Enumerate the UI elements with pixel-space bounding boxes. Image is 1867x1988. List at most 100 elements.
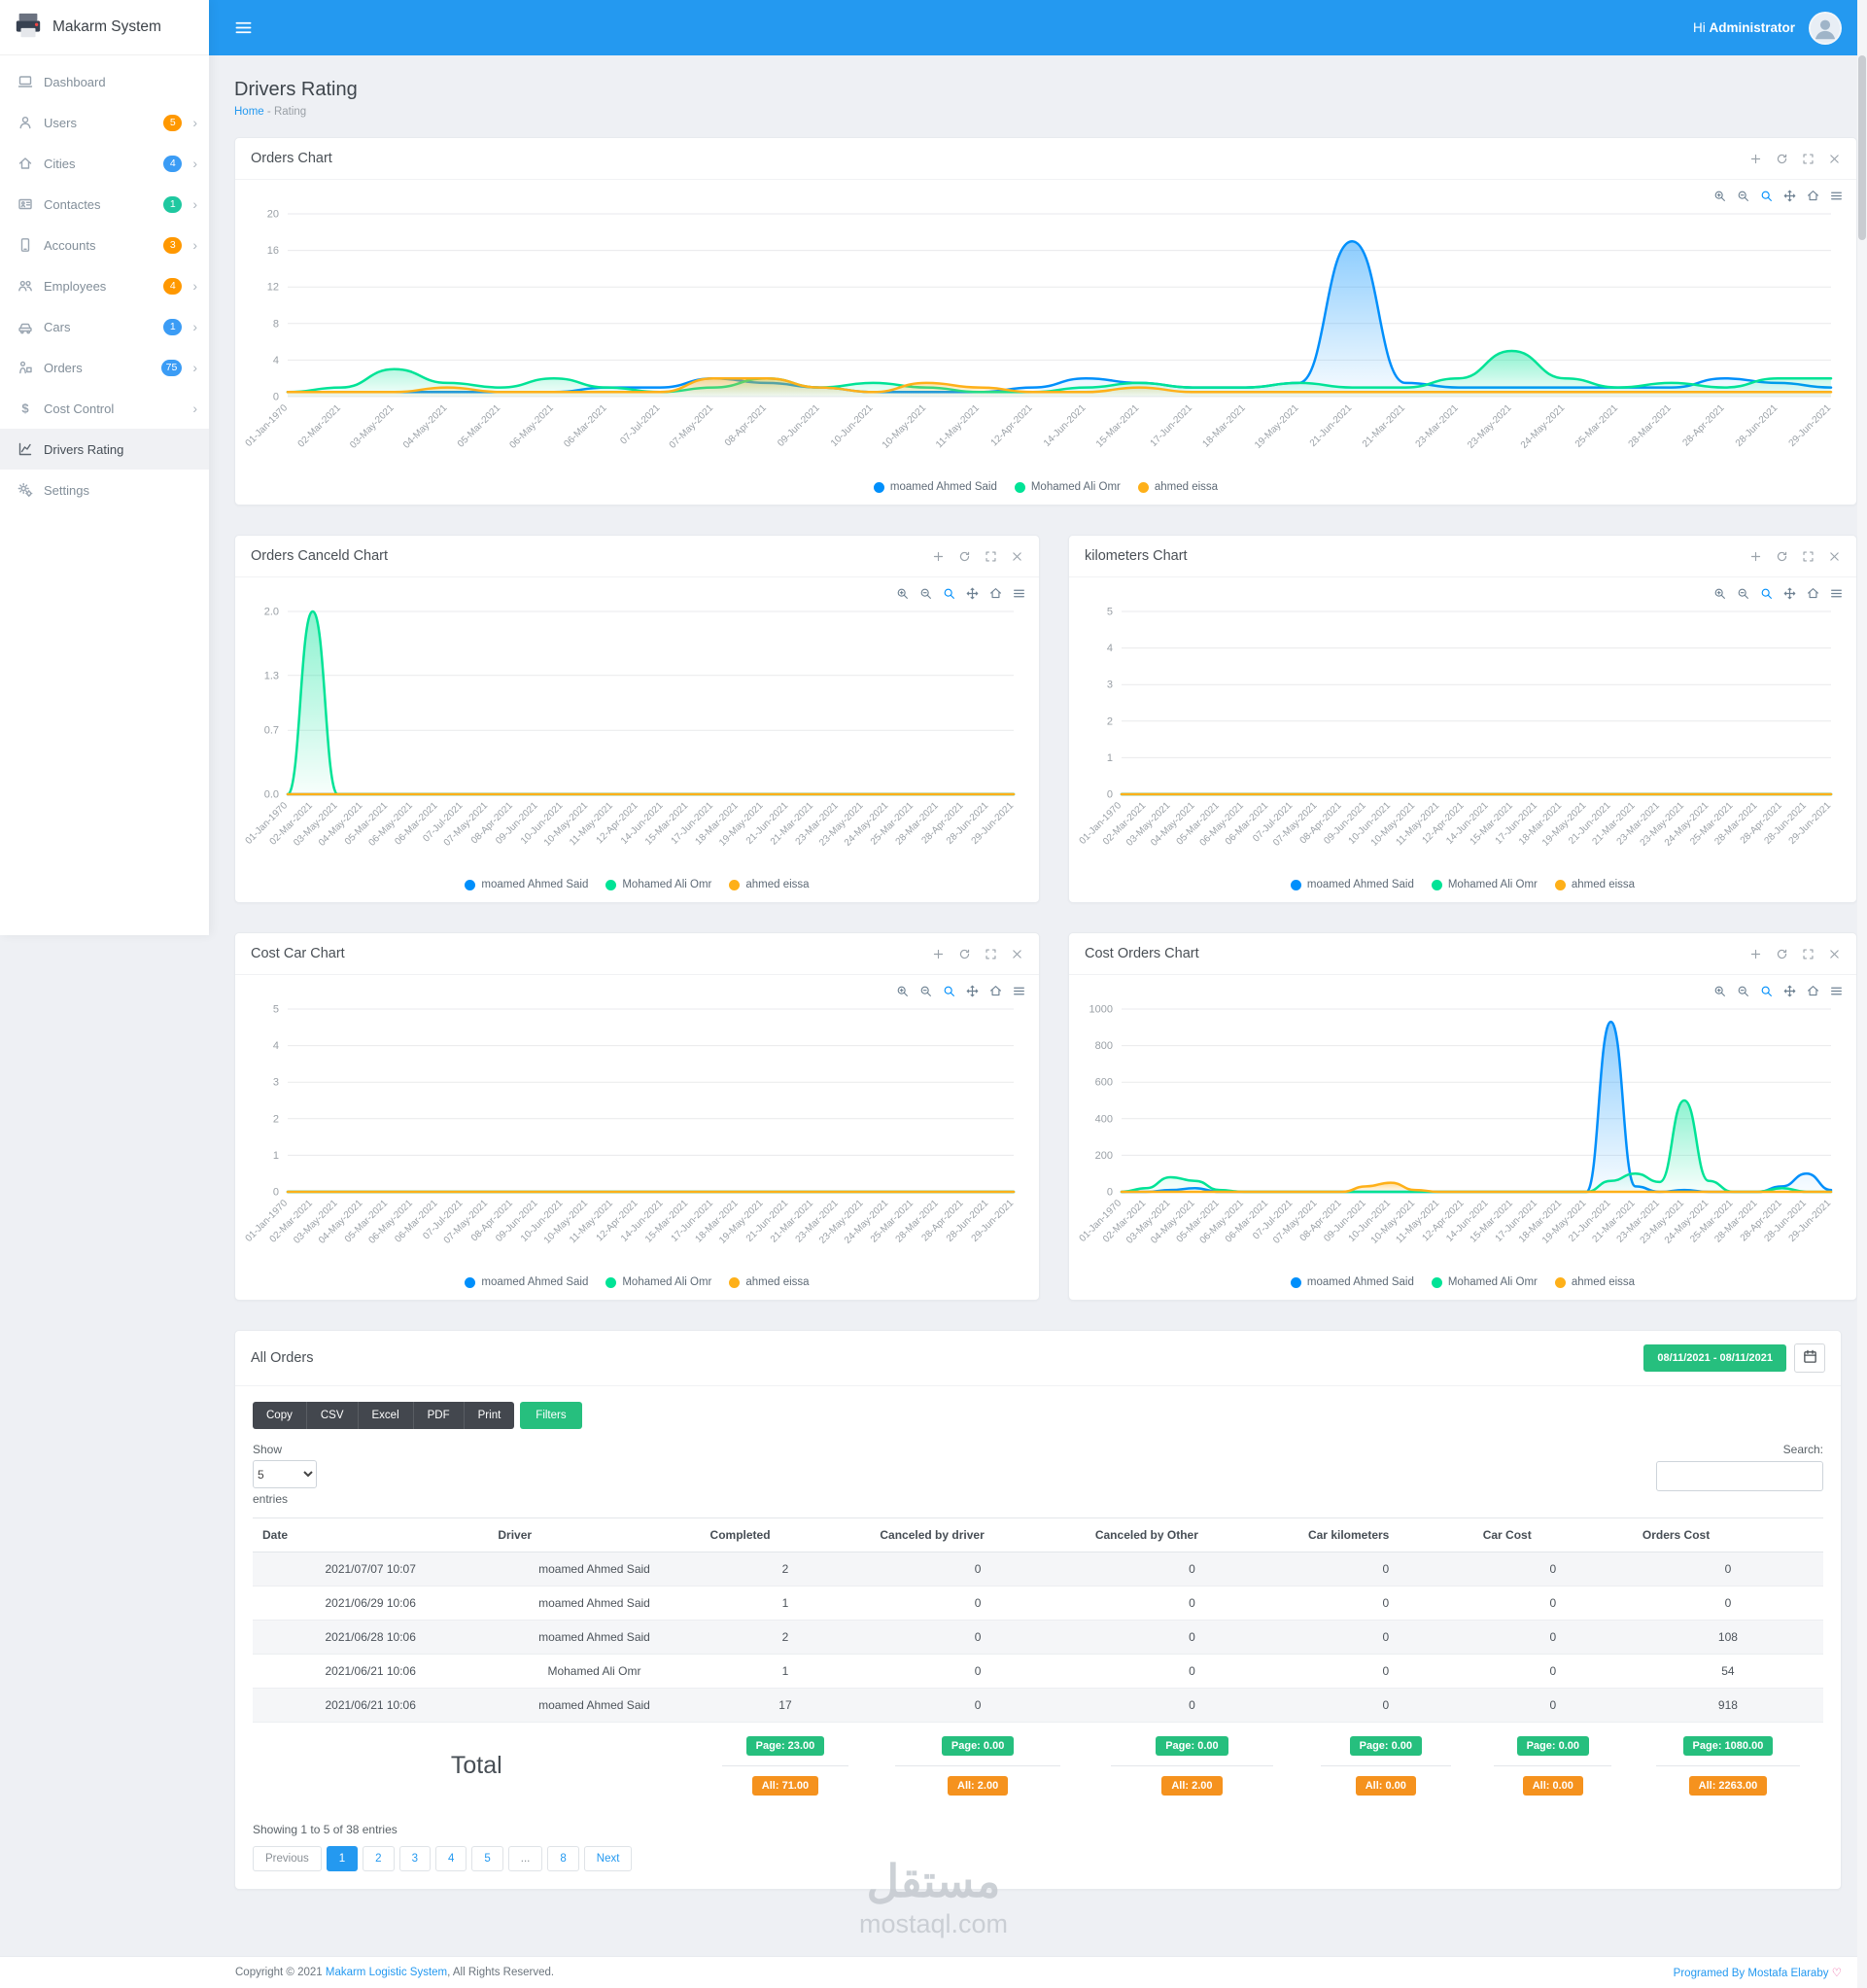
page-button-5[interactable]: 5 [471,1846,503,1871]
scrollbar-track[interactable] [1857,0,1867,1988]
fullscreen-icon[interactable] [1802,948,1815,960]
fullscreen-icon[interactable] [985,550,997,563]
search-input[interactable] [1656,1461,1823,1491]
column-header-canceled-by-other[interactable]: Canceled by Other [1085,1517,1298,1552]
zoom-in-icon[interactable] [1713,985,1726,997]
column-header-canceled-by-driver[interactable]: Canceled by driver [870,1517,1086,1552]
fullscreen-icon[interactable] [1802,153,1815,165]
zoom-out-icon[interactable] [1737,985,1749,997]
sidebar-item-cost-control[interactable]: $ Cost Control › [0,388,209,429]
refresh-icon[interactable] [1776,550,1788,563]
selection-zoom-icon[interactable] [1760,587,1773,600]
sidebar-item-orders[interactable]: Orders 75 › [0,347,209,388]
close-icon[interactable] [1828,948,1841,960]
plus-icon[interactable] [1749,153,1762,165]
legend-item[interactable]: ahmed eissa [729,1276,810,1288]
hamburger-menu-icon[interactable] [234,18,253,37]
home-icon[interactable] [989,985,1002,997]
pdf-button[interactable]: PDF [413,1402,465,1429]
plus-icon[interactable] [1749,948,1762,960]
legend-item[interactable]: moamed Ahmed Said [465,879,588,890]
close-icon[interactable] [1828,550,1841,563]
legend-item[interactable]: Mohamed Ali Omr [605,1276,711,1288]
legend-item[interactable]: Mohamed Ali Omr [1431,879,1538,890]
home-icon[interactable] [1807,190,1819,202]
legend-item[interactable]: moamed Ahmed Said [465,1276,588,1288]
legend-item[interactable]: ahmed eissa [1554,1276,1635,1288]
zoom-in-icon[interactable] [1713,190,1726,202]
legend-item[interactable]: ahmed eissa [1137,481,1218,493]
zoom-in-icon[interactable] [1713,587,1726,600]
sidebar-item-cars[interactable]: Cars 1 › [0,306,209,347]
page-button-8[interactable]: 8 [547,1846,579,1871]
refresh-icon[interactable] [958,948,971,960]
legend-item[interactable]: Mohamed Ali Omr [1431,1276,1538,1288]
home-icon[interactable] [1807,985,1819,997]
page-button-4[interactable]: 4 [434,1846,467,1871]
sidebar-item-users[interactable]: Users 5 › [0,102,209,143]
plus-icon[interactable] [1749,550,1762,563]
column-header-date[interactable]: Date [253,1517,489,1552]
excel-button[interactable]: Excel [358,1402,414,1429]
column-header-car-kilometers[interactable]: Car kilometers [1297,1517,1473,1552]
selection-zoom-icon[interactable] [943,985,955,997]
fullscreen-icon[interactable] [985,948,997,960]
sidebar-item-cities[interactable]: Cities 4 › [0,143,209,184]
user-avatar[interactable] [1809,11,1842,45]
breadcrumb-home-link[interactable]: Home [234,106,264,118]
scrollbar-thumb[interactable] [1858,55,1866,240]
menu-icon[interactable] [1830,587,1843,600]
page-button-previous[interactable]: Previous [253,1846,322,1871]
date-range-button[interactable]: 08/11/2021 - 08/11/2021 [1643,1344,1786,1372]
copyright-link[interactable]: Makarm Logistic System [325,1967,448,1978]
close-icon[interactable] [1828,153,1841,165]
sidebar-item-accounts[interactable]: Accounts 3 › [0,225,209,265]
pan-icon[interactable] [1783,587,1796,600]
page-button-2[interactable]: 2 [363,1846,395,1871]
close-icon[interactable] [1011,948,1023,960]
zoom-out-icon[interactable] [919,587,932,600]
sidebar-item-dashboard[interactable]: Dashboard [0,61,209,102]
legend-item[interactable]: Mohamed Ali Omr [605,879,711,890]
refresh-icon[interactable] [958,550,971,563]
menu-icon[interactable] [1013,587,1025,600]
menu-icon[interactable] [1013,985,1025,997]
brand[interactable]: Makarm System [0,0,209,55]
zoom-in-icon[interactable] [896,587,909,600]
column-header-driver[interactable]: Driver [488,1517,701,1552]
refresh-icon[interactable] [1776,153,1788,165]
plus-icon[interactable] [932,948,945,960]
menu-icon[interactable] [1830,985,1843,997]
pan-icon[interactable] [966,985,979,997]
sidebar-item-contactes[interactable]: Contactes 1 › [0,184,209,225]
close-icon[interactable] [1011,550,1023,563]
legend-item[interactable]: moamed Ahmed Said [873,481,997,493]
page-button-next[interactable]: Next [583,1846,633,1871]
copy-button[interactable]: Copy [253,1402,307,1429]
zoom-in-icon[interactable] [896,985,909,997]
column-header-orders-cost[interactable]: Orders Cost [1632,1517,1823,1552]
column-header-car-cost[interactable]: Car Cost [1472,1517,1633,1552]
page-button-1[interactable]: 1 [326,1846,359,1871]
zoom-out-icon[interactable] [919,985,932,997]
pan-icon[interactable] [966,587,979,600]
column-header-completed[interactable]: Completed [700,1517,871,1552]
legend-item[interactable]: Mohamed Ali Omr [1014,481,1121,493]
refresh-icon[interactable] [1776,948,1788,960]
legend-item[interactable]: moamed Ahmed Said [1290,1276,1414,1288]
legend-item[interactable]: ahmed eissa [729,879,810,890]
home-icon[interactable] [1807,587,1819,600]
print-button[interactable]: Print [464,1402,515,1429]
pan-icon[interactable] [1783,985,1796,997]
credit-link[interactable]: Programed By Mostafa Elaraby [1673,1968,1829,1979]
menu-icon[interactable] [1830,190,1843,202]
page-button-3[interactable]: 3 [398,1846,431,1871]
filters-button[interactable]: Filters [520,1402,582,1429]
sidebar-item-settings[interactable]: Settings [0,470,209,510]
show-entries-select[interactable]: 5 [253,1460,317,1488]
calendar-button[interactable] [1794,1343,1825,1373]
sidebar-item-employees[interactable]: Employees 4 › [0,265,209,306]
zoom-out-icon[interactable] [1737,587,1749,600]
pan-icon[interactable] [1783,190,1796,202]
page-button-dotdotdot[interactable]: ... [507,1846,543,1871]
